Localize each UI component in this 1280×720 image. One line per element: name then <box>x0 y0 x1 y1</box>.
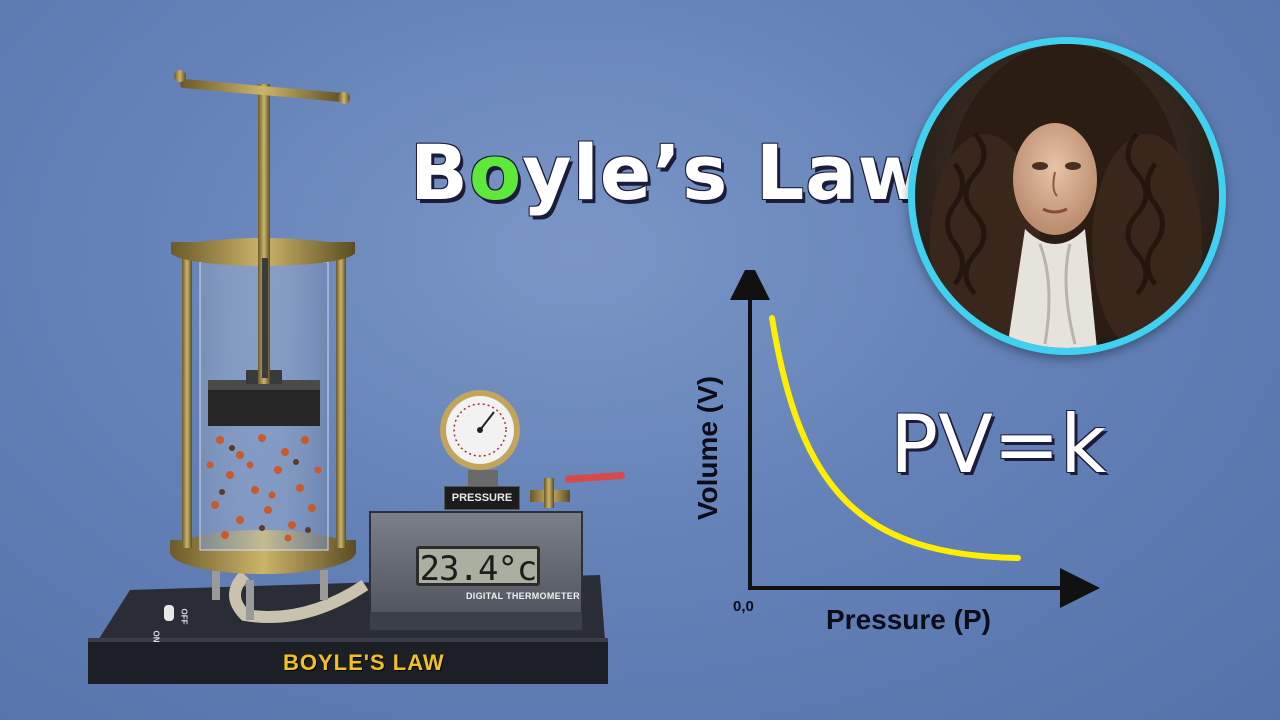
y-axis-label: Volume (V) <box>692 375 723 521</box>
base-label: BOYLE'S LAW <box>283 650 445 675</box>
boyles-law-apparatus <box>88 70 625 684</box>
x-axis-label: Pressure (P) <box>826 604 991 635</box>
switch-label-off: OFF <box>179 608 189 625</box>
pressure-label-plate: PRESSURE <box>444 486 520 510</box>
portrait-image <box>915 44 1219 348</box>
gas-particles <box>206 434 322 542</box>
pv-curve <box>769 315 1021 561</box>
title-suffix: yle’s Law <box>522 128 929 217</box>
t-handle <box>180 79 346 102</box>
thermometer-caption: DIGITAL THERMOMETER <box>466 591 580 601</box>
formula: PV=k <box>890 398 1107 491</box>
title-accent-letter: o <box>468 128 523 217</box>
piston <box>208 388 320 426</box>
portrait-frame <box>908 37 1226 355</box>
switch <box>164 605 174 621</box>
switch-label-on: ON <box>151 630 161 643</box>
pv-graph <box>730 270 1100 608</box>
origin-label: 0,0 <box>733 598 754 615</box>
thermometer-display: 23.4°c <box>416 546 540 589</box>
page-title: Boyle’s Law <box>410 128 928 238</box>
title-prefix: B <box>410 128 469 217</box>
base-front <box>88 640 608 684</box>
